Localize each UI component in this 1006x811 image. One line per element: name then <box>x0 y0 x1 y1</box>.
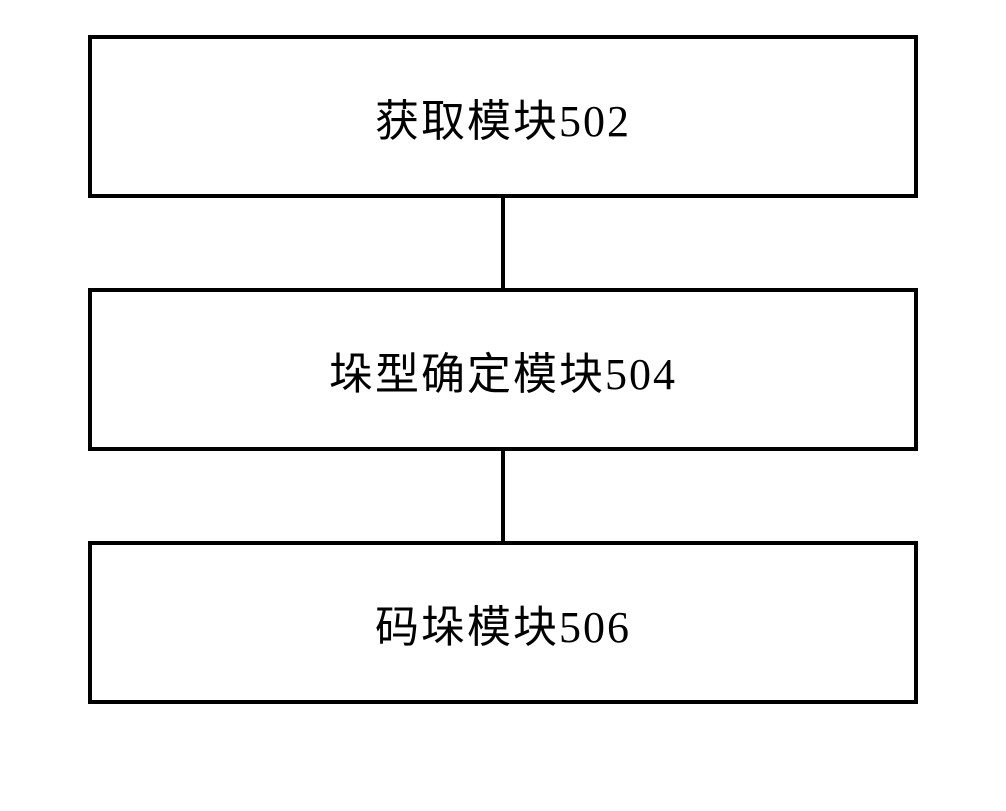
flowchart-edge-2 <box>501 451 505 541</box>
flowchart-node-1: 获取模块502 <box>88 35 918 198</box>
node-label: 垛型确定模块504 <box>329 338 677 402</box>
node-label: 码垛模块506 <box>375 591 631 655</box>
flowchart-node-3: 码垛模块506 <box>88 541 918 704</box>
flowchart-diagram: 获取模块502 垛型确定模块504 码垛模块506 <box>88 35 918 704</box>
flowchart-edge-1 <box>501 198 505 288</box>
flowchart-node-2: 垛型确定模块504 <box>88 288 918 451</box>
node-label: 获取模块502 <box>375 85 631 149</box>
